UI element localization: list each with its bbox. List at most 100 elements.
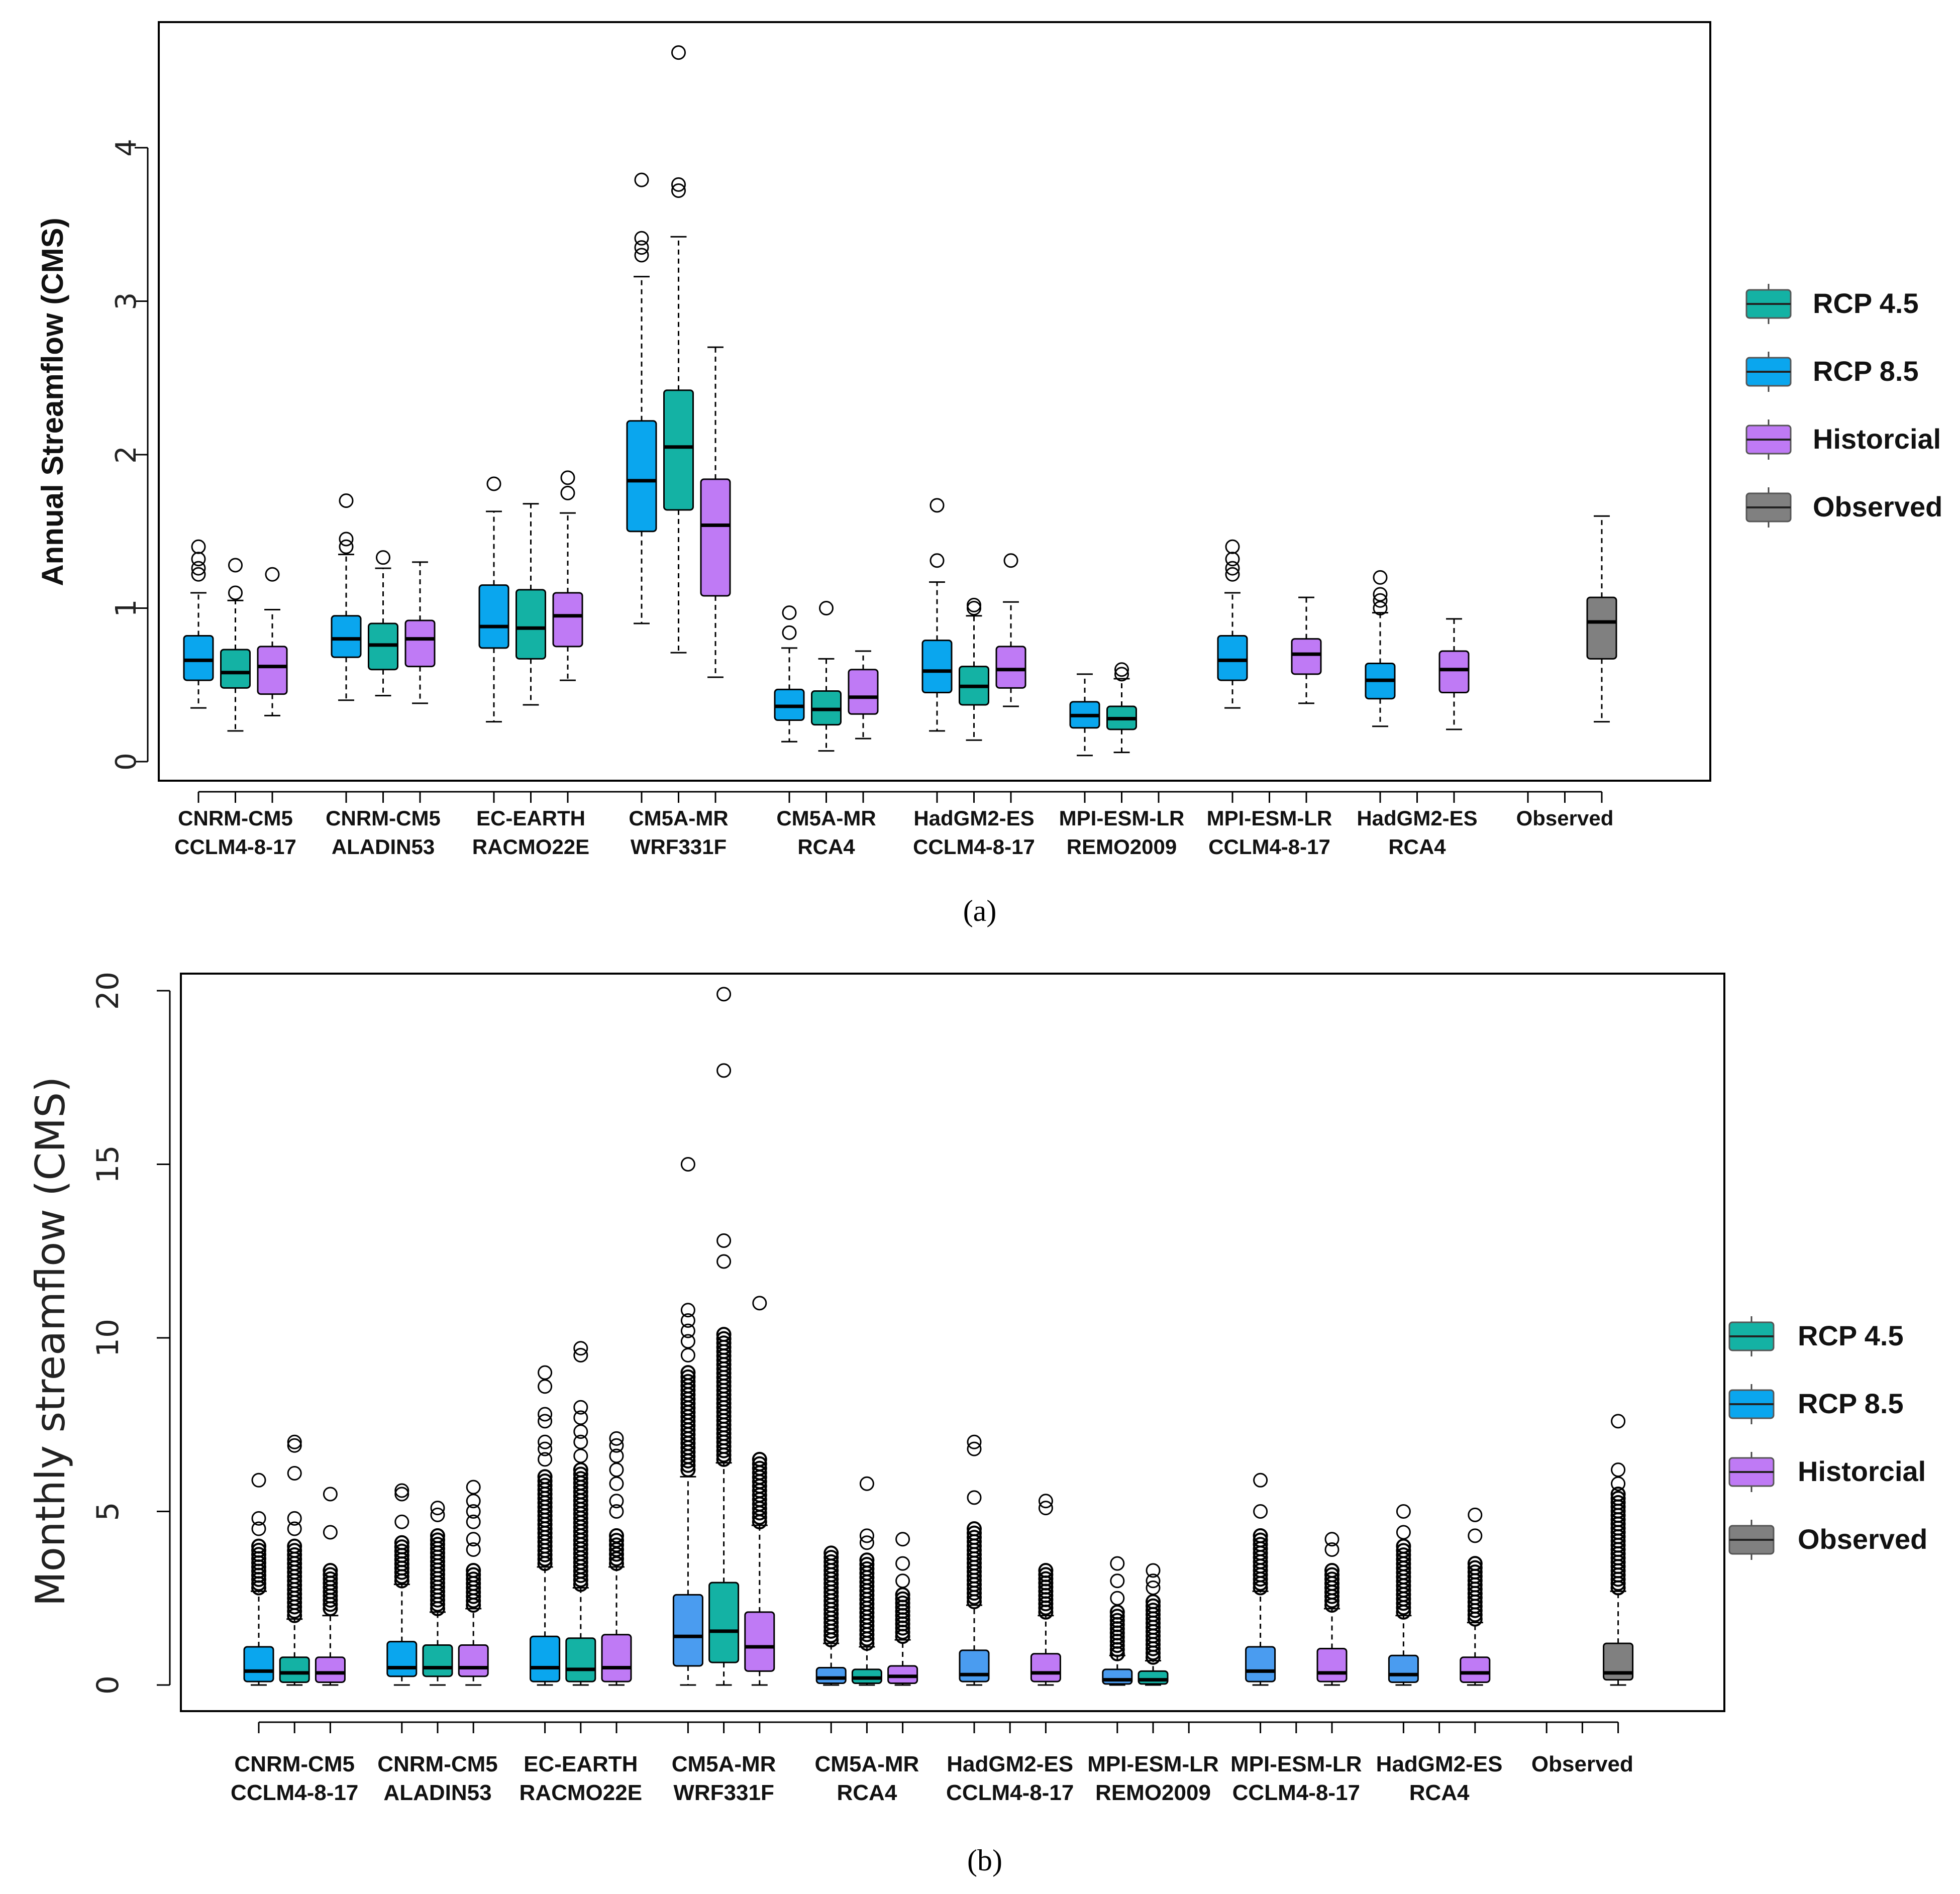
outlier-point	[967, 1490, 982, 1505]
x-category-label-a: CNRM-CM5	[326, 806, 441, 830]
box-body	[257, 646, 288, 695]
x-category-label-a: CNRM-CM5	[178, 806, 293, 830]
y-tick-label-a: 0	[110, 753, 143, 771]
box-rcp85_monthly	[1102, 1556, 1133, 1686]
outlier-point	[1610, 1491, 1626, 1506]
outlier-point	[1396, 1543, 1411, 1558]
legend-item-observed: Observed	[1745, 487, 1942, 528]
outlier-point	[466, 1571, 481, 1587]
box-body	[386, 1641, 418, 1677]
outlier-point	[895, 1591, 910, 1607]
outlier-point	[323, 1571, 338, 1587]
outlier-point	[680, 1323, 695, 1338]
outlier-point	[716, 1335, 732, 1351]
outlier-point	[394, 1543, 409, 1559]
y-tick-label-b: 5	[90, 1502, 126, 1521]
box-body	[1030, 1653, 1061, 1682]
outlier-point	[634, 172, 649, 187]
box-body	[672, 1594, 703, 1667]
outlier-point	[752, 1460, 767, 1476]
outlier-point	[573, 1424, 588, 1439]
outlier-point	[609, 1431, 624, 1446]
box-rcp85	[183, 539, 214, 709]
outlier-point	[573, 1400, 588, 1415]
outlier-point	[895, 1532, 910, 1547]
outlier-point	[538, 1434, 553, 1449]
outlier-point	[430, 1528, 445, 1543]
outlier-point	[680, 1348, 695, 1363]
y-tick-label-a: 4	[110, 139, 143, 157]
outlier-point	[323, 1567, 338, 1583]
y-axis-b: 0 5 10 15 20	[90, 972, 171, 1695]
legend-label: Historcial	[1813, 423, 1941, 455]
outlier-point	[1324, 1571, 1339, 1587]
outlier-point	[967, 1434, 982, 1449]
outlier-point	[537, 1478, 553, 1493]
y-tick-label-b: 10	[90, 1319, 126, 1357]
outlier-point	[895, 1573, 910, 1589]
outlier-point	[1146, 1581, 1161, 1596]
x-category-label-a: MPI-ESM-LR	[1059, 806, 1185, 830]
box-historical	[1460, 1507, 1491, 1686]
outlier-point	[1225, 561, 1240, 576]
box-rcp85	[243, 1472, 274, 1686]
y-tick-label-b: 15	[90, 1145, 126, 1183]
box-body	[1217, 635, 1248, 681]
box-body	[183, 635, 214, 681]
legend-label: Observed	[1813, 491, 1942, 522]
outlier-point	[573, 1448, 588, 1463]
outlier-point	[1467, 1556, 1483, 1571]
x-category-label-a: RCA4	[797, 835, 855, 859]
x-category-label-b: REMO2009	[1095, 1780, 1211, 1805]
x-axis-b: CNRM-CM5 CCLM4-8-17 CNRM-CM5 ALADIN53 EC-EAR…	[231, 1721, 1633, 1805]
legend-label: RCP 4.5	[1813, 287, 1919, 319]
box-historical	[458, 1480, 489, 1686]
outlier-point	[251, 1472, 266, 1488]
box-historical	[887, 1532, 918, 1686]
box-body	[422, 1644, 453, 1677]
legend-item-historical: Historcial	[1745, 419, 1941, 460]
outlier-point	[1467, 1560, 1483, 1575]
legend-label: Observed	[1798, 1523, 1927, 1555]
outlier-point	[680, 1374, 696, 1389]
outlier-point	[339, 493, 354, 508]
outlier-point	[1038, 1571, 1054, 1587]
outlier-point	[609, 1494, 624, 1509]
box-rcp45	[663, 45, 694, 654]
box-body	[601, 1634, 632, 1682]
box-body	[663, 389, 694, 511]
outlier-point	[1146, 1603, 1161, 1618]
outlier-point	[859, 1552, 875, 1568]
outlier-point	[573, 1466, 588, 1482]
x-category-label-b: EC-EARTH	[524, 1752, 638, 1776]
outlier-point	[560, 470, 575, 485]
outlier-point	[609, 1533, 624, 1548]
outlier-point	[1146, 1563, 1161, 1578]
outlier-point	[609, 1462, 624, 1478]
outlier-point	[895, 1587, 910, 1603]
box-body	[959, 1649, 990, 1682]
box-rcp85	[1069, 673, 1100, 757]
outlier-point	[1110, 1591, 1125, 1606]
outlier-point	[251, 1538, 266, 1554]
outlier-point	[1373, 570, 1388, 585]
box-rcp45	[279, 1434, 310, 1686]
outlier-point	[671, 45, 686, 60]
outlier-point	[573, 1434, 588, 1449]
outlier-point	[967, 1530, 982, 1545]
outlier-point	[486, 476, 501, 491]
outlier-point	[430, 1507, 445, 1522]
outlier-point	[859, 1535, 874, 1550]
outlier-point	[1038, 1494, 1053, 1509]
outlier-point	[573, 1341, 588, 1356]
outlier-point	[1253, 1532, 1268, 1548]
outlier-point	[573, 1410, 588, 1425]
x-category-label-a: REMO2009	[1067, 835, 1177, 859]
outlier-point	[782, 605, 797, 620]
panel-a-annual-streamflow: 0 1 2 3 4 CNRM-CM5 CCLM4-8-17 CNRM-CM5 ALADIN53…	[36, 21, 1942, 927]
outlier-point	[573, 1462, 588, 1478]
box-body	[1138, 1670, 1169, 1685]
x-category-label-b: CCLM4-8-17	[946, 1780, 1074, 1805]
x-category-label-a: WRF331F	[631, 835, 727, 859]
box-rcp85	[1365, 570, 1396, 727]
